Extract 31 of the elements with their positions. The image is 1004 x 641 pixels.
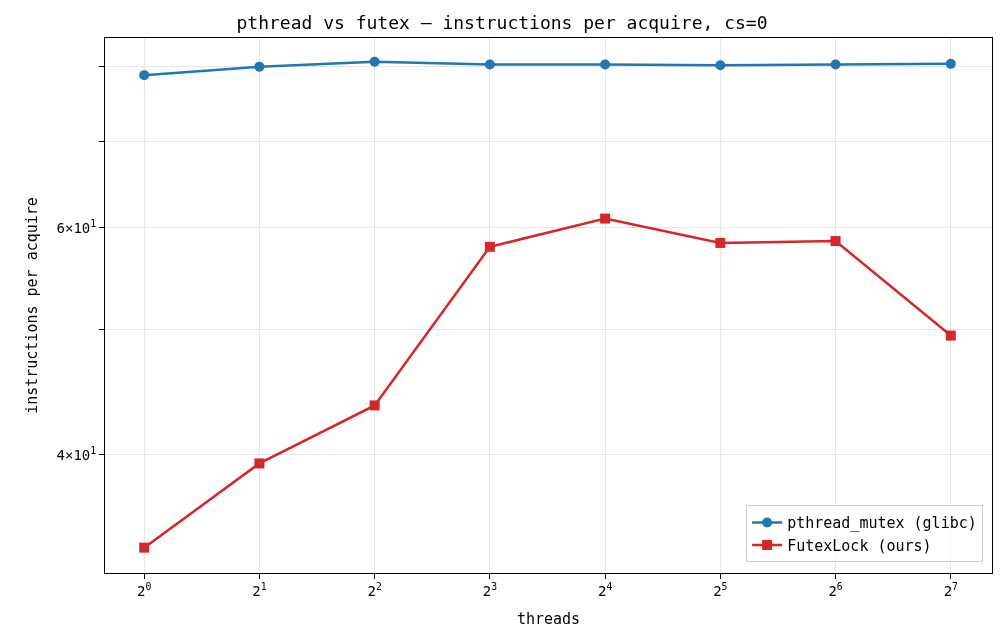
y-axis-title: instructions per acquire — [22, 197, 41, 414]
x-tick-label: 2$^{4}$ — [597, 580, 613, 599]
chart-title: pthread vs futex — instructions per acquire, cs=0 — [236, 11, 768, 33]
point — [600, 213, 611, 224]
x-tick-label: 2$^{1}$ — [252, 580, 267, 599]
point — [139, 542, 150, 553]
x-tick-label: 2$^{7}$ — [943, 580, 959, 599]
point — [715, 237, 726, 248]
x-axis-title: threads — [516, 609, 581, 628]
x-tick-label: 2$^{6}$ — [828, 580, 843, 599]
point — [369, 56, 380, 67]
x-tick-label: 2$^{0}$ — [137, 580, 152, 599]
point — [830, 59, 841, 70]
legend-label: pthread_mutex (glibc) — [787, 514, 977, 533]
y-tick-label: 4×10$^{1}$ — [56, 444, 97, 463]
x-tick-label: 2$^{5}$ — [713, 580, 728, 599]
point — [945, 58, 956, 69]
point — [484, 59, 495, 70]
x-tick-label: 2$^{3}$ — [482, 580, 498, 599]
point — [715, 60, 726, 71]
point — [369, 400, 380, 411]
point — [830, 236, 841, 247]
point — [484, 241, 495, 252]
point — [254, 61, 265, 72]
point — [945, 330, 956, 341]
x-tick-label: 2$^{2}$ — [367, 580, 382, 599]
y-tick-label: 6×10$^{1}$ — [56, 217, 97, 236]
point — [600, 59, 611, 70]
point — [254, 458, 265, 469]
legend-label: FutexLock (ours) — [787, 536, 932, 555]
point — [139, 70, 150, 81]
